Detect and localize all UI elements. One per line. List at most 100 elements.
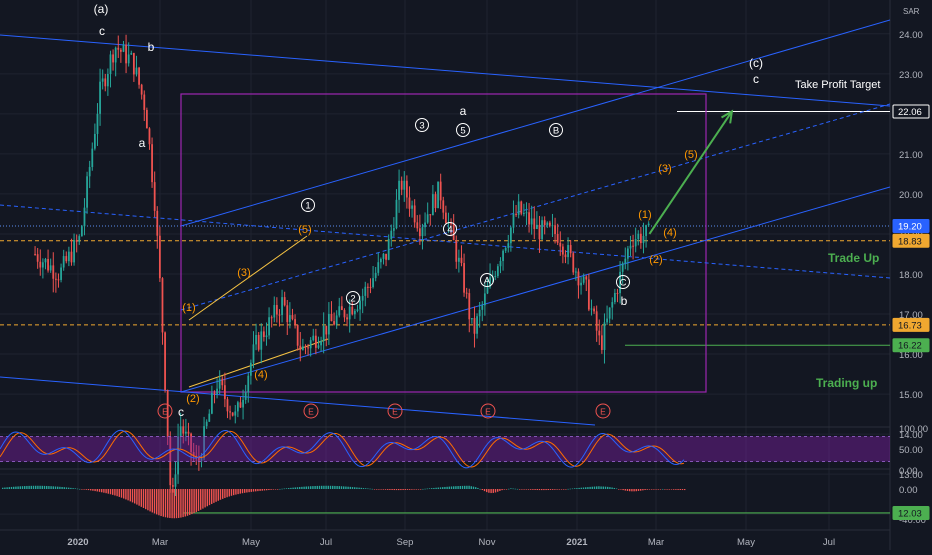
price-tick-label: 15.00 — [899, 390, 923, 401]
macd-bar — [378, 489, 380, 490]
macd-bar — [103, 489, 105, 493]
macd-bar — [316, 485, 318, 489]
candle-body — [314, 335, 317, 348]
macd-bar — [543, 489, 545, 491]
macd-bar — [505, 489, 508, 490]
macd-bar — [494, 489, 497, 493]
macd-bar — [83, 489, 85, 490]
time-label: 2020 — [67, 537, 88, 548]
macd-bar — [631, 489, 633, 492]
candle-body — [611, 302, 614, 308]
macd-bar — [312, 486, 314, 489]
candle-body — [112, 54, 114, 63]
macd-bar — [558, 489, 560, 490]
candle-body — [343, 309, 346, 318]
candle-body — [548, 222, 551, 226]
macd-bar — [224, 489, 226, 499]
candle-body — [291, 315, 294, 320]
macd-bar — [292, 487, 294, 489]
candle-body — [34, 253, 36, 255]
macd-bar — [653, 489, 655, 490]
macd-bar — [318, 485, 321, 489]
macd-axis: 0.00 -40.00 — [899, 485, 926, 526]
macd-bar — [147, 489, 149, 511]
candle-body — [153, 182, 156, 211]
candle-body — [307, 347, 309, 349]
macd-bar — [461, 485, 464, 489]
macd-bar — [585, 487, 587, 489]
price-tag — [892, 505, 930, 520]
candle-body — [496, 266, 499, 276]
candle-body — [517, 201, 520, 215]
candle-body — [171, 485, 174, 487]
candle-body — [450, 222, 452, 224]
macd-bar — [270, 489, 272, 490]
macd-bar — [211, 489, 213, 504]
price-tag-label: 16.73 — [898, 320, 922, 331]
macd-bar — [349, 486, 351, 489]
grid — [0, 0, 891, 555]
macd-bar — [417, 489, 420, 490]
macd-bar — [272, 489, 274, 490]
candle-body — [634, 239, 637, 247]
candle-body — [122, 44, 125, 52]
candle-body — [60, 267, 62, 280]
macd-bar — [554, 489, 556, 490]
macd-bar — [569, 488, 571, 490]
earnings-marker — [303, 403, 319, 419]
macd-bar — [340, 486, 343, 489]
candle-body — [569, 245, 572, 254]
macd-bar — [332, 485, 334, 489]
candle-body — [145, 109, 148, 129]
macd-bar — [369, 488, 371, 490]
macd-tick-label: -40.00 — [899, 515, 926, 526]
macd-bar — [39, 485, 41, 489]
macd-bar — [257, 489, 259, 492]
macd-bar — [576, 488, 578, 489]
candle-body — [616, 292, 619, 294]
candle-body — [109, 54, 112, 75]
candle-body — [439, 181, 442, 201]
macd-bar — [521, 489, 523, 490]
macd-bar — [204, 489, 206, 508]
macd-bar — [455, 486, 457, 489]
macd-bar — [228, 489, 230, 497]
macd-bar — [354, 487, 356, 489]
macd-bar — [164, 489, 167, 518]
macd-bar — [173, 489, 175, 519]
macd-bar — [541, 489, 543, 491]
macd-bar — [233, 489, 235, 496]
macd-bar — [404, 489, 406, 490]
candle-body — [182, 426, 185, 434]
candle-body — [75, 240, 78, 242]
candle-body — [356, 309, 359, 311]
candle-body — [528, 212, 530, 225]
candle-body — [161, 278, 164, 333]
candle-body — [132, 53, 135, 75]
wave-labels: (a) c b a c (1) (2) (3) (4) (5) 1 2 3 4 5 a A B Cb (1) (2) (3… — [94, 2, 763, 419]
wave-circle — [616, 275, 630, 289]
macd-bar — [457, 486, 459, 489]
macd-bar — [285, 488, 288, 489]
macd-bar — [490, 489, 492, 494]
macd-bar — [153, 489, 156, 514]
macd-bar — [65, 487, 68, 489]
macd-bar — [191, 489, 193, 515]
macd-bar — [215, 489, 217, 502]
long-channel-mid — [0, 204, 891, 279]
wave-label: c — [99, 24, 105, 38]
candle-body — [559, 242, 562, 247]
candle-body — [463, 263, 465, 293]
macd-bar — [250, 489, 252, 492]
macd-bar — [563, 489, 565, 490]
macd-bar — [116, 489, 118, 497]
macd-bar — [464, 485, 466, 489]
macd-bar — [552, 489, 554, 490]
macd-bar — [602, 486, 604, 489]
candle-body — [455, 240, 458, 262]
macd-bar — [259, 489, 261, 491]
macd-bar — [413, 489, 415, 490]
macd-bar — [74, 488, 76, 489]
macd-bar — [613, 487, 615, 489]
